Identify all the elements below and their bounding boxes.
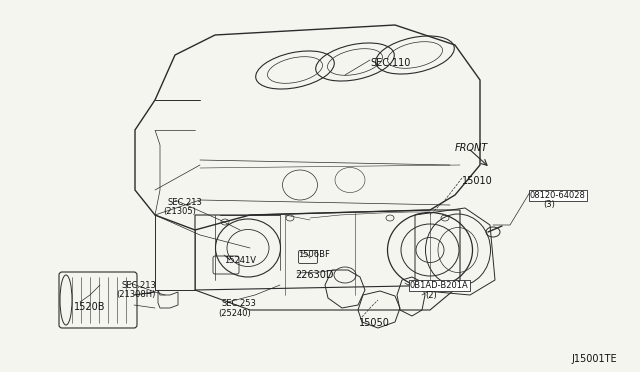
Text: 15050: 15050 xyxy=(359,318,390,328)
Text: 15010: 15010 xyxy=(462,176,493,186)
Text: 08120-64028: 08120-64028 xyxy=(530,191,586,200)
Text: SEC.213: SEC.213 xyxy=(167,198,202,207)
Text: 1506BF: 1506BF xyxy=(298,250,330,259)
Text: (2): (2) xyxy=(425,291,436,300)
Text: (3): (3) xyxy=(543,200,555,209)
Text: (25240): (25240) xyxy=(218,309,251,318)
Text: J15001TE: J15001TE xyxy=(571,354,616,364)
Text: (21305): (21305) xyxy=(163,207,196,216)
Text: (21308H): (21308H) xyxy=(116,290,156,299)
Text: 0B1AD-B201A: 0B1AD-B201A xyxy=(410,281,468,290)
Text: SEC.110: SEC.110 xyxy=(370,58,410,68)
Text: SEC.253: SEC.253 xyxy=(222,299,257,308)
Text: 1520B: 1520B xyxy=(74,302,106,312)
Text: 22630D: 22630D xyxy=(295,270,333,280)
Text: FRONT: FRONT xyxy=(455,143,488,153)
Text: 15241V: 15241V xyxy=(224,256,256,265)
Text: SEC.213: SEC.213 xyxy=(122,281,157,290)
